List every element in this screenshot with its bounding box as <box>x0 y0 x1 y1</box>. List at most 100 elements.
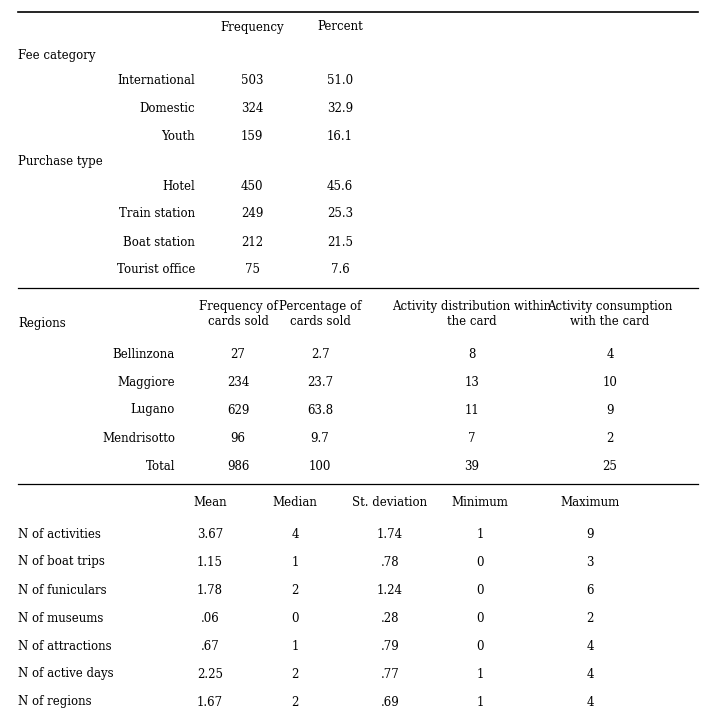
Text: 234: 234 <box>227 376 249 389</box>
Text: Activity distribution within
the card: Activity distribution within the card <box>392 300 551 328</box>
Text: 7: 7 <box>468 431 475 444</box>
Text: 9.7: 9.7 <box>311 431 329 444</box>
Text: 1: 1 <box>476 695 484 709</box>
Text: Domestic: Domestic <box>140 101 195 115</box>
Text: .67: .67 <box>200 640 219 652</box>
Text: International: International <box>117 73 195 86</box>
Text: .79: .79 <box>381 640 400 652</box>
Text: 159: 159 <box>241 130 263 143</box>
Text: 23.7: 23.7 <box>307 376 333 389</box>
Text: .69: .69 <box>381 695 400 709</box>
Text: 212: 212 <box>241 235 263 249</box>
Text: Frequency of
cards sold: Frequency of cards sold <box>198 300 277 328</box>
Text: 21.5: 21.5 <box>327 235 353 249</box>
Text: N of regions: N of regions <box>18 695 92 709</box>
Text: Hotel: Hotel <box>163 180 195 193</box>
Text: Minimum: Minimum <box>452 496 508 510</box>
Text: Fee category: Fee category <box>18 48 95 61</box>
Text: Percentage of
cards sold: Percentage of cards sold <box>279 300 361 328</box>
Text: 2: 2 <box>606 431 614 444</box>
Text: 1.74: 1.74 <box>377 528 403 540</box>
Text: 324: 324 <box>241 101 263 115</box>
Text: Bellinzona: Bellinzona <box>112 347 175 361</box>
Text: St. deviation: St. deviation <box>352 496 427 510</box>
Text: N of museums: N of museums <box>18 612 103 625</box>
Text: Mendrisotto: Mendrisotto <box>102 431 175 444</box>
Text: 10: 10 <box>603 376 617 389</box>
Text: 1.78: 1.78 <box>197 583 223 597</box>
Text: N of active days: N of active days <box>18 667 114 680</box>
Text: 39: 39 <box>465 459 480 473</box>
Text: Frequency: Frequency <box>221 21 284 34</box>
Text: 1.15: 1.15 <box>197 555 223 568</box>
Text: 16.1: 16.1 <box>327 130 353 143</box>
Text: Boat station: Boat station <box>123 235 195 249</box>
Text: .78: .78 <box>381 555 400 568</box>
Text: Train station: Train station <box>119 207 195 220</box>
Text: .06: .06 <box>200 612 219 625</box>
Text: 1: 1 <box>476 528 484 540</box>
Text: 45.6: 45.6 <box>327 180 353 193</box>
Text: 1.24: 1.24 <box>377 583 403 597</box>
Text: 3.67: 3.67 <box>197 528 223 540</box>
Text: 25.3: 25.3 <box>327 207 353 220</box>
Text: 2: 2 <box>291 667 299 680</box>
Text: .77: .77 <box>381 667 400 680</box>
Text: 0: 0 <box>476 640 484 652</box>
Text: 4: 4 <box>586 667 594 680</box>
Text: Percent: Percent <box>317 21 363 34</box>
Text: 1: 1 <box>476 667 484 680</box>
Text: 11: 11 <box>465 404 480 416</box>
Text: Regions: Regions <box>18 317 66 331</box>
Text: 4: 4 <box>586 640 594 652</box>
Text: 7.6: 7.6 <box>331 264 349 277</box>
Text: 0: 0 <box>291 612 299 625</box>
Text: 100: 100 <box>309 459 332 473</box>
Text: 13: 13 <box>465 376 480 389</box>
Text: Mean: Mean <box>193 496 227 510</box>
Text: Lugano: Lugano <box>130 404 175 416</box>
Text: N of activities: N of activities <box>18 528 101 540</box>
Text: 3: 3 <box>586 555 594 568</box>
Text: 986: 986 <box>227 459 249 473</box>
Text: 9: 9 <box>586 528 594 540</box>
Text: 96: 96 <box>231 431 246 444</box>
Text: 2: 2 <box>291 695 299 709</box>
Text: Maggiore: Maggiore <box>117 376 175 389</box>
Text: 1: 1 <box>291 555 299 568</box>
Text: .28: .28 <box>381 612 400 625</box>
Text: 503: 503 <box>241 73 263 86</box>
Text: 0: 0 <box>476 612 484 625</box>
Text: 6: 6 <box>586 583 594 597</box>
Text: Youth: Youth <box>161 130 195 143</box>
Text: 1.67: 1.67 <box>197 695 223 709</box>
Text: 2.25: 2.25 <box>197 667 223 680</box>
Text: 249: 249 <box>241 207 263 220</box>
Text: 2: 2 <box>586 612 594 625</box>
Text: 2: 2 <box>291 583 299 597</box>
Text: 0: 0 <box>476 583 484 597</box>
Text: 8: 8 <box>468 347 475 361</box>
Text: 75: 75 <box>244 264 259 277</box>
Text: Maximum: Maximum <box>561 496 619 510</box>
Text: 4: 4 <box>291 528 299 540</box>
Text: Total: Total <box>145 459 175 473</box>
Text: Median: Median <box>273 496 317 510</box>
Text: 450: 450 <box>241 180 263 193</box>
Text: 32.9: 32.9 <box>327 101 353 115</box>
Text: 629: 629 <box>227 404 249 416</box>
Text: N of funiculars: N of funiculars <box>18 583 107 597</box>
Text: 1: 1 <box>291 640 299 652</box>
Text: Activity consumption
with the card: Activity consumption with the card <box>547 300 673 328</box>
Text: 4: 4 <box>586 695 594 709</box>
Text: 27: 27 <box>231 347 246 361</box>
Text: 9: 9 <box>606 404 614 416</box>
Text: 0: 0 <box>476 555 484 568</box>
Text: 2.7: 2.7 <box>311 347 329 361</box>
Text: N of boat trips: N of boat trips <box>18 555 105 568</box>
Text: Tourist office: Tourist office <box>117 264 195 277</box>
Text: 63.8: 63.8 <box>307 404 333 416</box>
Text: Purchase type: Purchase type <box>18 155 103 168</box>
Text: 4: 4 <box>606 347 614 361</box>
Text: 51.0: 51.0 <box>327 73 353 86</box>
